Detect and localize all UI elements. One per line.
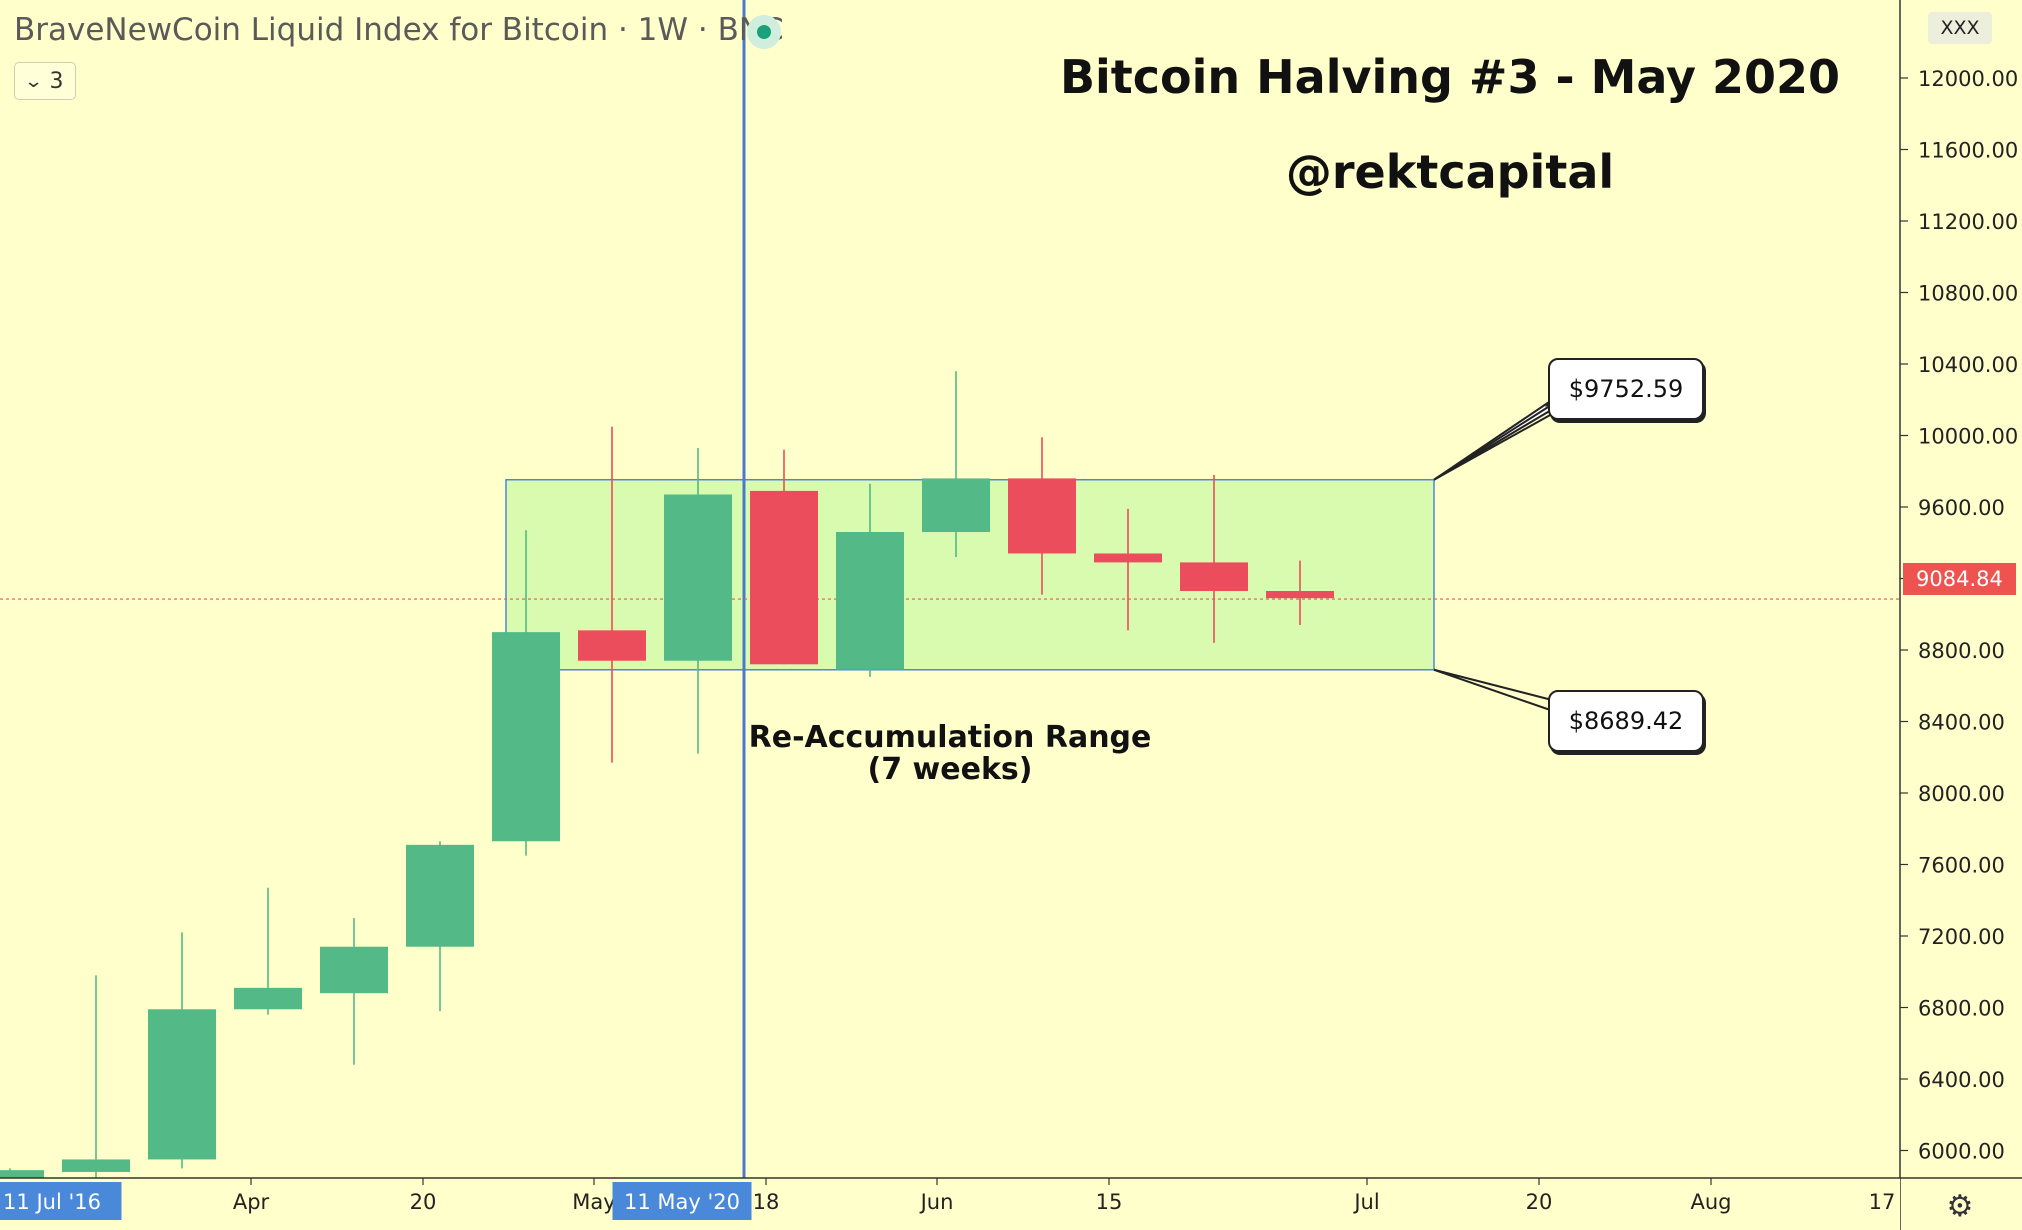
y-tick-label: 10800.00: [1918, 282, 2018, 306]
y-tick-label: 12000.00: [1918, 67, 2018, 91]
callout-range-high[interactable]: $9752.59: [1548, 358, 1704, 420]
time-axis[interactable]: [0, 1178, 1900, 1230]
y-tick-label: 6800.00: [1918, 997, 2005, 1021]
x-tick-label: Apr: [233, 1190, 270, 1214]
y-tick-label: 8800.00: [1918, 639, 2005, 663]
candle[interactable]: [234, 987, 302, 1010]
price-axis[interactable]: [1900, 0, 2022, 1230]
y-tick-label: 8000.00: [1918, 782, 2005, 806]
author-handle: @rektcapital: [1285, 145, 1615, 199]
candle[interactable]: [148, 1009, 216, 1160]
x-tick-label: 11 Jul '16: [3, 1190, 101, 1214]
range-label-line2: (7 weeks): [867, 752, 1033, 787]
candle[interactable]: [750, 490, 818, 665]
gear-icon[interactable]: ⚙: [1946, 1189, 1974, 1224]
y-tick-label: 11600.00: [1918, 139, 2018, 163]
market-status-icon: [747, 15, 781, 49]
candle[interactable]: [1094, 553, 1162, 563]
candle[interactable]: [922, 478, 990, 533]
x-highlight-box: [612, 1182, 752, 1220]
x-tick-label: Jun: [919, 1190, 954, 1214]
x-tick-label: 18: [753, 1190, 780, 1214]
y-tick-label: 8400.00: [1918, 711, 2005, 735]
y-tick-label: 9600.00: [1918, 496, 2005, 520]
x-tick-label: May: [572, 1190, 615, 1214]
y-tick-label: 6000.00: [1918, 1140, 2005, 1164]
candle[interactable]: [664, 494, 732, 661]
symbol-badge[interactable]: XXX: [1928, 12, 1992, 44]
range-label-line1: Re-Accumulation Range: [748, 720, 1152, 755]
y-tick-label: 7600.00: [1918, 854, 2005, 878]
x-tick-label: 15: [1096, 1190, 1123, 1214]
x-tick-label: 17: [1869, 1190, 1896, 1214]
candle[interactable]: [1008, 478, 1076, 554]
y-tick-label: 7200.00: [1918, 925, 2005, 949]
current-price-tag: 9084.84: [1903, 563, 2016, 595]
x-highlight-box: [0, 1182, 122, 1220]
callout-range-low[interactable]: $8689.42: [1548, 690, 1704, 752]
x-tick-label: 20: [1526, 1190, 1553, 1214]
candle[interactable]: [836, 532, 904, 670]
candle[interactable]: [1180, 562, 1248, 592]
chart-title: Bitcoin Halving #3 - May 2020: [1059, 50, 1841, 104]
candle[interactable]: [0, 1170, 44, 1178]
x-tick-label: 20: [410, 1190, 437, 1214]
y-tick-label: 10000.00: [1918, 425, 2018, 449]
range-label[interactable]: Re-Accumulation Range (7 weeks): [700, 722, 1200, 786]
x-tick-label: 11 May '20: [624, 1190, 740, 1214]
y-tick-label: 11200.00: [1918, 210, 2018, 234]
indicator-count: 3: [49, 68, 64, 94]
y-tick-label: 10400.00: [1918, 353, 2018, 377]
candle[interactable]: [1266, 591, 1334, 599]
symbol-title[interactable]: BraveNewCoin Liquid Index for Bitcoin · …: [14, 12, 784, 48]
candle[interactable]: [62, 1159, 130, 1172]
x-tick-label: Jul: [1352, 1190, 1379, 1214]
candle[interactable]: [492, 632, 560, 842]
callout-low-pointer-line: [1433, 668, 1557, 713]
collapse-indicators-button[interactable]: ⌄ 3: [14, 62, 76, 100]
callout-high-pointer-line: [1433, 401, 1557, 481]
x-tick-label: Aug: [1690, 1190, 1731, 1214]
chevron-down-icon: ⌄: [24, 70, 44, 92]
candle[interactable]: [406, 844, 474, 947]
y-tick-label: 6400.00: [1918, 1068, 2005, 1092]
candle[interactable]: [320, 946, 388, 994]
candle[interactable]: [578, 630, 646, 661]
